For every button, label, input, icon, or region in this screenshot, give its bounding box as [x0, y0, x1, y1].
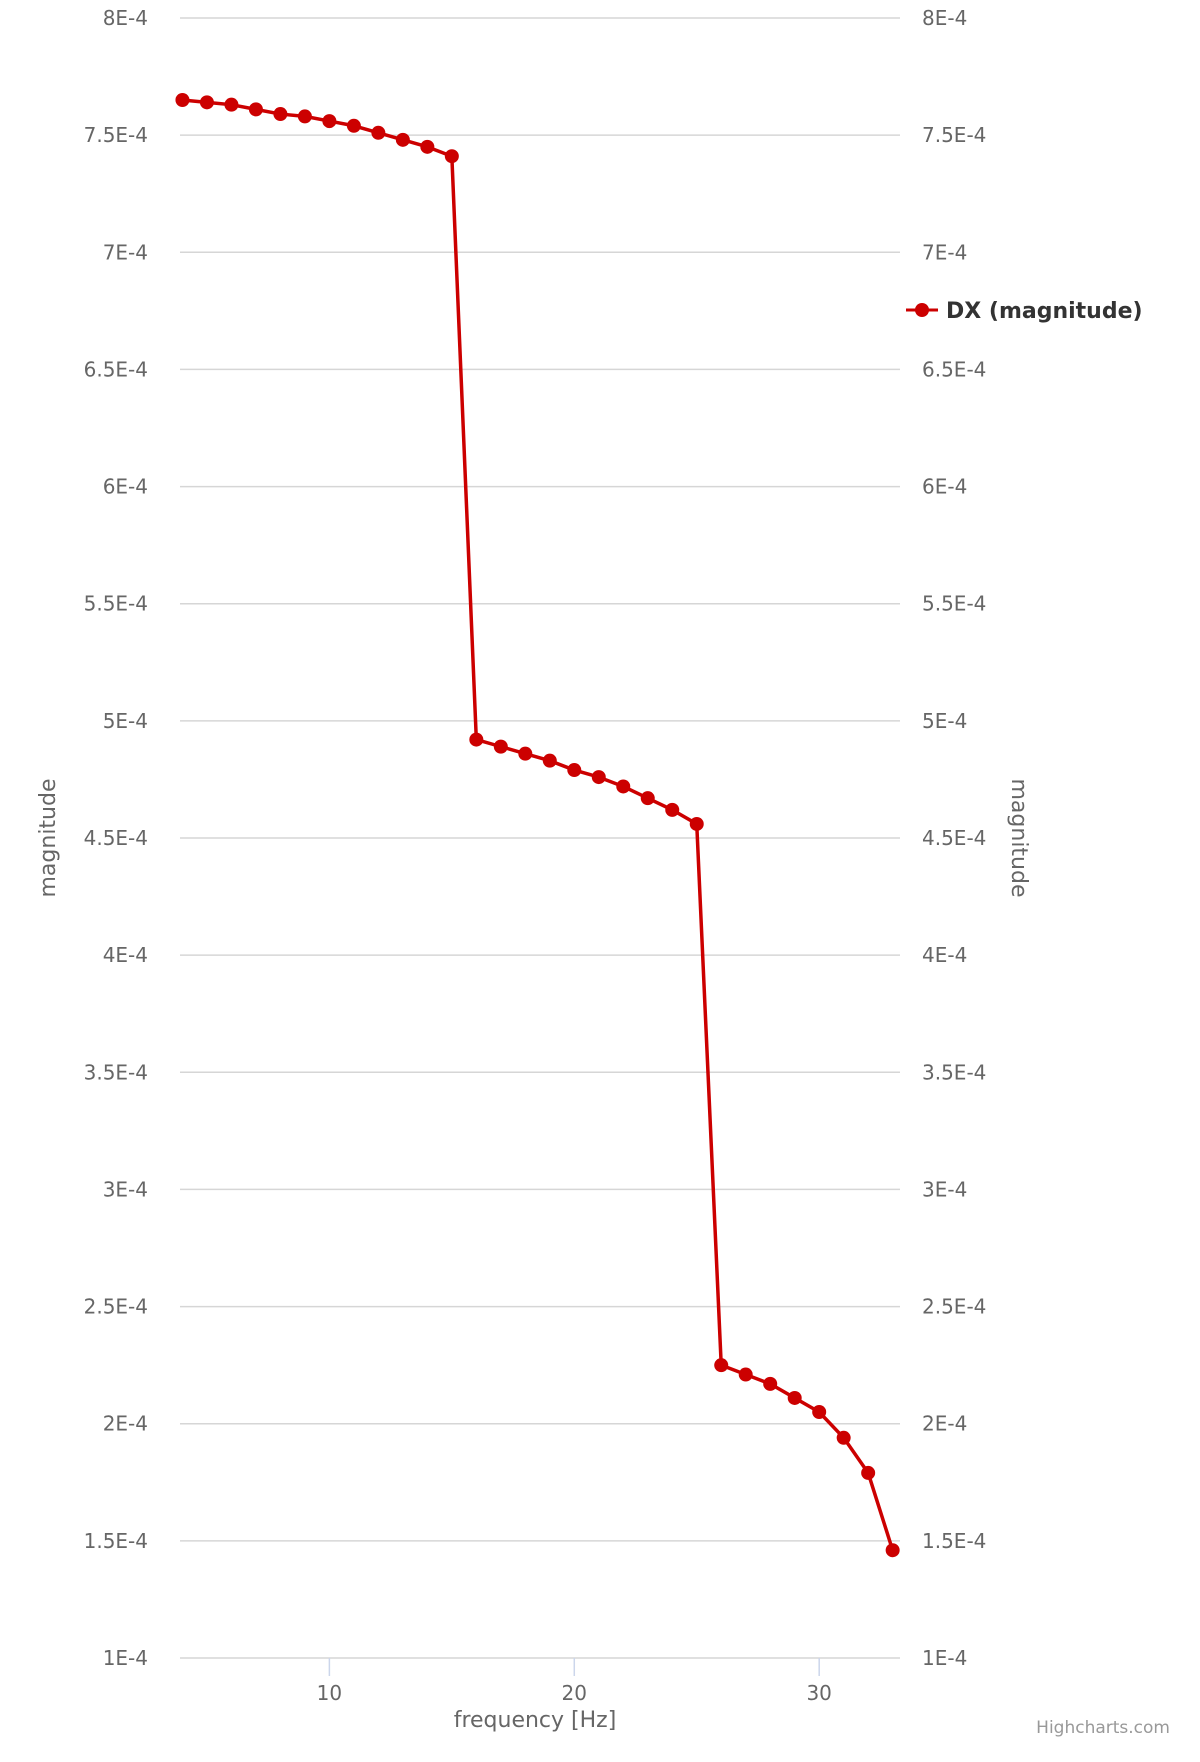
data-point[interactable] [224, 97, 239, 112]
y-tick-label-left: 5E-4 [103, 709, 148, 733]
data-point[interactable] [689, 816, 704, 831]
data-point[interactable] [665, 802, 680, 817]
data-point[interactable] [273, 107, 288, 122]
y-tick-label-right: 7.5E-4 [922, 123, 986, 147]
data-point[interactable] [371, 125, 386, 140]
x-tick-label: 30 [806, 1681, 831, 1705]
y-tick-label-right: 4E-4 [922, 943, 967, 967]
data-point[interactable] [420, 139, 435, 154]
x-axis: 10 20 30 [317, 1658, 832, 1705]
y-tick-label-left: 1E-4 [103, 1646, 148, 1670]
y-tick-label-left: 4.5E-4 [84, 826, 148, 850]
y-tick-label-left: 6E-4 [103, 475, 148, 499]
x-tick-label: 10 [317, 1681, 342, 1705]
data-point[interactable] [812, 1405, 827, 1419]
y-tick-label-left: 5.5E-4 [84, 592, 148, 616]
data-point[interactable] [836, 1430, 851, 1445]
y-tick-label-left: 2.5E-4 [84, 1295, 148, 1319]
y-tick-label-left: 7.5E-4 [84, 123, 148, 147]
data-point[interactable] [248, 102, 263, 117]
grid-lines [180, 17, 900, 1659]
y-tick-label-right: 8E-4 [922, 6, 967, 30]
y-tick-label-right: 7E-4 [922, 240, 967, 264]
y-tick-label-right: 4.5E-4 [922, 826, 986, 850]
legend-marker-icon [915, 303, 929, 317]
x-tick-label: 20 [562, 1681, 587, 1705]
y-axis-left-labels: 1E-4 1.5E-4 2E-4 2.5E-4 3E-4 3.5E-4 4E-4 4.5E-4… [84, 6, 148, 1670]
data-point[interactable] [861, 1465, 876, 1480]
data-point[interactable] [518, 746, 533, 761]
data-point[interactable] [738, 1367, 753, 1382]
y-tick-label-left: 6.5E-4 [84, 357, 148, 381]
y-tick-label-right: 3E-4 [922, 1177, 967, 1201]
data-point[interactable] [322, 114, 337, 129]
data-point[interactable] [493, 739, 508, 754]
y-tick-label-left: 7E-4 [103, 240, 148, 264]
data-point[interactable] [395, 132, 410, 147]
data-point[interactable] [469, 732, 484, 747]
data-point[interactable] [714, 1358, 729, 1373]
y-tick-label-left: 8E-4 [103, 6, 148, 30]
y-tick-label-right: 5.5E-4 [922, 592, 986, 616]
data-point[interactable] [542, 753, 557, 768]
y-tick-label-left: 2E-4 [103, 1412, 148, 1436]
y-tick-label-right: 6.5E-4 [922, 357, 986, 381]
data-point[interactable] [640, 791, 655, 806]
y-tick-label-left: 4E-4 [103, 943, 148, 967]
x-axis-title: frequency [Hz] [454, 1708, 617, 1733]
data-point[interactable] [567, 763, 582, 778]
y-axis-right-labels: 1E-4 1.5E-4 2E-4 2.5E-4 3E-4 3.5E-4 4E-4 4.5E-4… [922, 6, 986, 1670]
data-point[interactable] [787, 1390, 802, 1405]
y-axis-title-left: magnitude [36, 778, 61, 897]
y-tick-label-right: 6E-4 [922, 475, 967, 499]
y-tick-label-left: 1.5E-4 [84, 1529, 148, 1553]
y-axis-title-right: magnitude [1006, 778, 1031, 897]
series-line [182, 98, 895, 1551]
data-point[interactable] [297, 109, 312, 124]
legend-label: DX (magnitude) [946, 299, 1143, 324]
legend-item[interactable]: DX (magnitude) [906, 299, 1143, 324]
y-tick-label-right: 1.5E-4 [922, 1529, 986, 1553]
y-tick-label-right: 2.5E-4 [922, 1295, 986, 1319]
data-point[interactable] [616, 779, 631, 794]
data-point[interactable] [763, 1376, 778, 1391]
data-point[interactable] [444, 149, 459, 164]
y-tick-label-right: 1E-4 [922, 1646, 967, 1670]
y-tick-label-left: 3.5E-4 [84, 1060, 148, 1084]
y-tick-label-left: 3E-4 [103, 1177, 148, 1201]
data-point[interactable] [591, 770, 606, 785]
y-tick-label-right: 2E-4 [922, 1412, 967, 1436]
data-point[interactable] [885, 1543, 900, 1558]
data-point[interactable] [175, 93, 190, 107]
series-dx-magnitude [175, 93, 900, 1558]
credits-link[interactable]: Highcharts.com [1036, 1718, 1170, 1738]
data-point[interactable] [199, 95, 214, 110]
y-tick-label-right: 5E-4 [922, 709, 967, 733]
data-point[interactable] [346, 118, 361, 133]
y-tick-label-right: 3.5E-4 [922, 1060, 986, 1084]
